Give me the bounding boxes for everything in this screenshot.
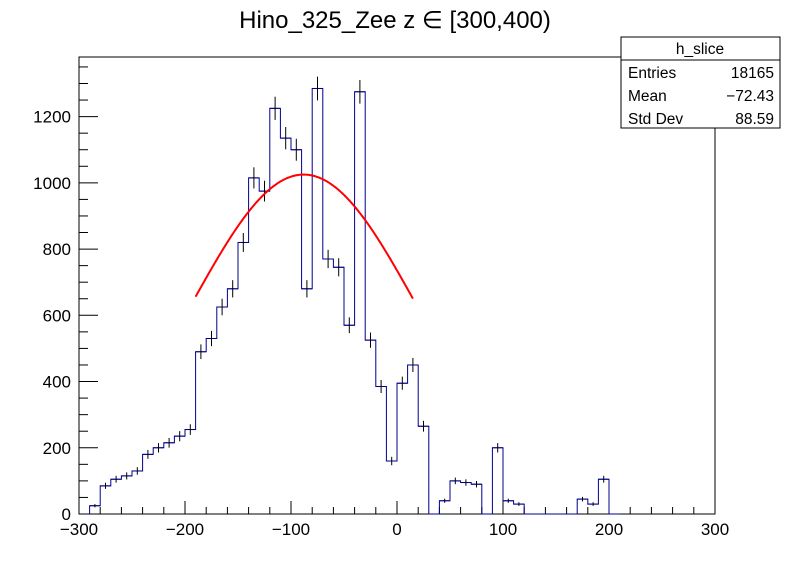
stats-mean-label: Mean	[628, 88, 667, 105]
y-tick-label: 0	[62, 505, 71, 524]
x-tick-label: 300	[701, 520, 729, 539]
stats-mean-value: −72.43	[726, 88, 774, 105]
y-tick-label: 1200	[33, 108, 71, 127]
y-tick-label: 200	[43, 439, 71, 458]
fit-curve-group	[194, 173, 414, 300]
x-tick-label: −300	[60, 520, 98, 539]
stats-box-title: h_slice	[676, 41, 724, 58]
error-bars	[94, 76, 605, 508]
stats-stddev-value: 88.59	[735, 111, 774, 128]
y-tick-label: 400	[43, 373, 71, 392]
x-tick-label: 200	[595, 520, 623, 539]
x-tick-label: 100	[489, 520, 517, 539]
stats-box: h_slice Entries 18165 Mean −72.43 Std De…	[620, 36, 781, 129]
stats-entries-label: Entries	[628, 65, 676, 82]
stats-box-frame	[620, 36, 781, 129]
x-tick-label: −200	[166, 520, 204, 539]
histogram-bars	[89, 87, 620, 515]
y-tick-label: 1000	[33, 174, 71, 193]
stats-entries-value: 18165	[731, 65, 774, 82]
y-tick-label: 800	[43, 240, 71, 259]
fit-curve	[194, 173, 414, 300]
x-tick-label: 0	[392, 520, 401, 539]
histogram-outline	[89, 87, 620, 515]
chart-title: Hino_325_Zee z ∈ [300,400)	[239, 7, 551, 34]
y-tick-label: 600	[43, 306, 71, 325]
stats-stddev-label: Std Dev	[628, 111, 683, 128]
x-tick-label: −100	[272, 520, 310, 539]
